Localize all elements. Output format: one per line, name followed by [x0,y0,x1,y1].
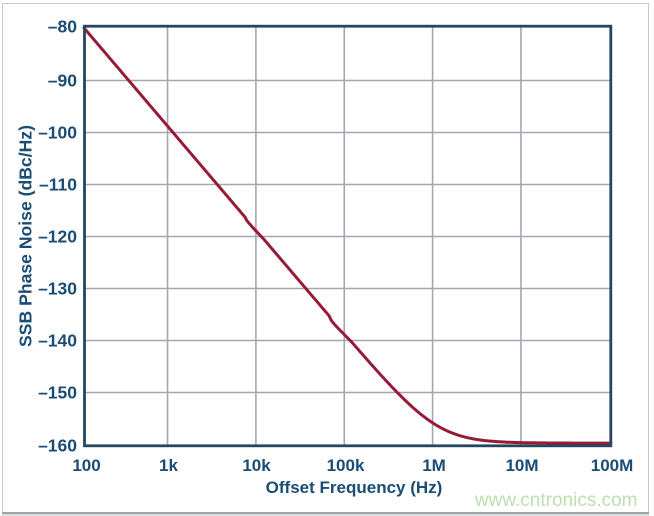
svg-text:–160: –160 [38,436,77,456]
svg-text:1M: 1M [422,456,446,475]
svg-text:100k: 100k [327,456,365,475]
svg-text:–140: –140 [38,331,77,351]
svg-text:–110: –110 [39,175,77,195]
svg-text:–120: –120 [38,227,77,247]
svg-text:–80: –80 [48,17,77,37]
svg-text:–100: –100 [38,123,77,143]
svg-text:–130: –130 [38,279,77,299]
svg-text:10k: 10k [242,456,271,475]
svg-text:10M: 10M [505,456,538,475]
svg-text:–90: –90 [48,71,77,91]
svg-text:1k: 1k [159,456,178,475]
svg-text:100: 100 [72,456,100,475]
svg-text:Offset Frequency (Hz): Offset Frequency (Hz) [266,478,443,497]
svg-text:100M: 100M [591,456,634,475]
svg-text:SSB Phase Noise (dBc/Hz): SSB Phase Noise (dBc/Hz) [16,125,36,347]
svg-text:–150: –150 [38,383,77,403]
svg-text:www.cntronics.com: www.cntronics.com [474,490,638,511]
